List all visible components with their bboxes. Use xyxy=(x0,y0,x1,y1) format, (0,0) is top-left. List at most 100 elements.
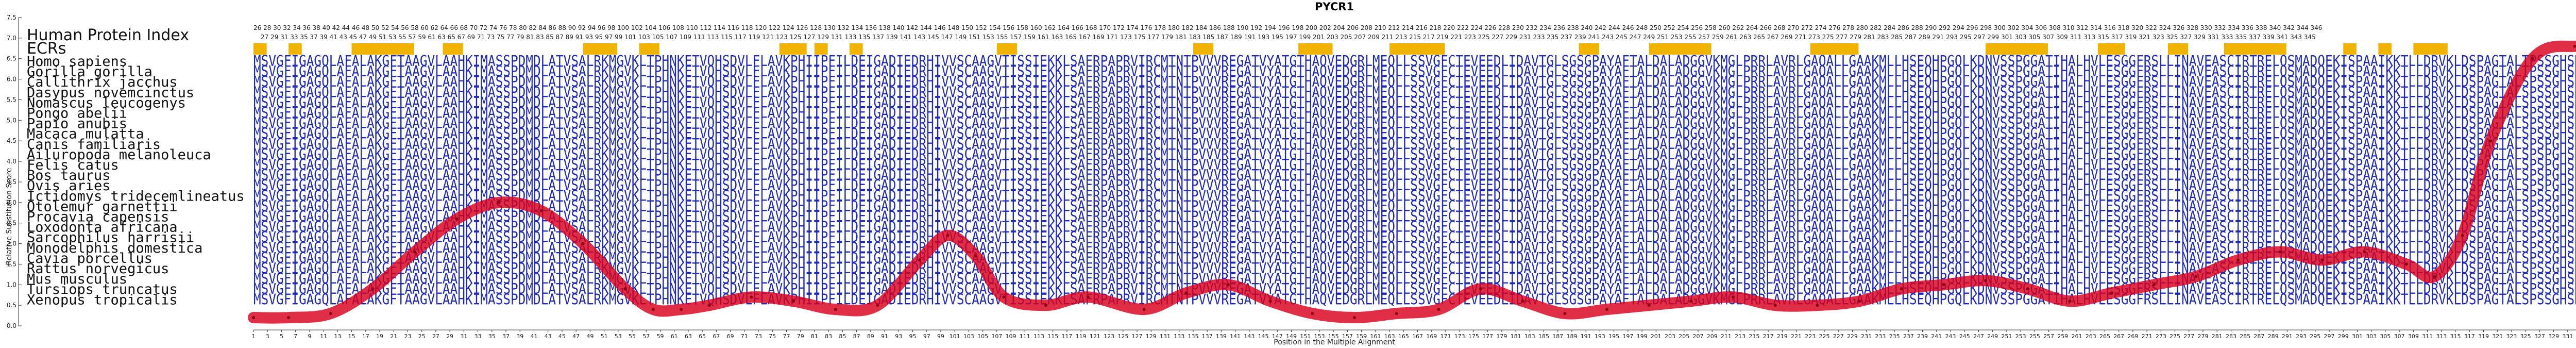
score-point xyxy=(497,201,501,204)
x-tick-label: 95 xyxy=(909,333,916,340)
x-tick-label: 239 xyxy=(1917,333,1928,340)
score-point xyxy=(2320,258,2324,262)
species-label: Procavia capensis xyxy=(27,209,169,225)
x-tick-label: 291 xyxy=(2282,333,2293,340)
score-point xyxy=(1521,300,1524,303)
x-tick-label: 33 xyxy=(474,333,482,340)
score-point xyxy=(2363,250,2366,254)
x-tick-label: 193 xyxy=(1595,333,1605,340)
score-point xyxy=(876,304,879,307)
score-point xyxy=(707,304,711,307)
x-tick-label: 183 xyxy=(1524,333,1535,340)
y-axis: 0.0 0.5 1.0 1.5 2.0 2.5 3.0 3.5 4.0 4.5 5.0 5.5 6.0 6… xyxy=(7,14,22,329)
x-tick-label: 297 xyxy=(2324,333,2335,340)
x-tick-label: 71 xyxy=(741,333,748,340)
score-point xyxy=(1605,308,1609,311)
ecr-block xyxy=(814,43,828,55)
x-tick-label: 187 xyxy=(1552,333,1563,340)
species-label: Macaca mulatta xyxy=(27,126,144,142)
x-tick-label: 219 xyxy=(1777,333,1788,340)
ecr-block xyxy=(1193,43,1214,55)
x-tick-label: 35 xyxy=(488,333,496,340)
score-point xyxy=(1184,291,1188,295)
x-tick-label: 79 xyxy=(797,333,804,340)
score-point xyxy=(455,217,459,221)
x-tick-label: 49 xyxy=(586,333,594,340)
x-tick-label: 245 xyxy=(1959,333,1970,340)
x-tick-label: 133 xyxy=(1174,333,1184,340)
x-tick-label: 167 xyxy=(1412,333,1423,340)
x-tick-label: 75 xyxy=(769,333,776,340)
x-tick-label: 9 xyxy=(308,333,311,340)
ecr-block xyxy=(849,43,863,55)
score-point xyxy=(1268,300,1272,303)
x-tick-label: 271 xyxy=(2142,333,2153,340)
chart-title: PYCR1 xyxy=(1315,1,1354,13)
x-tick-label: 249 xyxy=(1987,333,1998,340)
score-point xyxy=(834,308,837,311)
sequence-row: MSVGFIGAGQLAFALAKGFTAAGVLAAHKIMASSPDMDLA… xyxy=(253,167,2576,184)
y-tick-label: 3.5 xyxy=(7,178,16,186)
x-tick-label: 251 xyxy=(2001,333,2012,340)
y-tick-label: 0.5 xyxy=(7,302,16,309)
y-axis-label: Relative Substitution Score xyxy=(5,168,13,265)
species-label: Canis familiaris xyxy=(27,137,161,153)
x-tick-label: 13 xyxy=(334,333,341,340)
x-tick-label: 141 xyxy=(1230,333,1241,340)
ecr-block xyxy=(289,43,302,55)
score-point xyxy=(1227,283,1230,287)
score-point xyxy=(1002,295,1006,299)
x-tick-label: 211 xyxy=(1721,333,1732,340)
x-tick-label: 255 xyxy=(2029,333,2040,340)
ecr-blocks xyxy=(253,43,2448,55)
x-tick-label: 45 xyxy=(558,333,566,340)
x-tick-label: 115 xyxy=(1047,333,1058,340)
x-tick-label: 51 xyxy=(601,333,608,340)
x-tick-label: 111 xyxy=(1020,333,1030,340)
x-tick-label: 303 xyxy=(2366,333,2377,340)
x-tick-label: 205 xyxy=(1679,333,1689,340)
x-tick-label: 107 xyxy=(991,333,1002,340)
species-label: Cavia porcellus xyxy=(27,251,152,267)
x-tick-label: 61 xyxy=(671,333,678,340)
x-tick-label: 299 xyxy=(2338,333,2349,340)
score-point xyxy=(680,308,683,311)
x-tick-label: 53 xyxy=(615,333,622,340)
x-tick-label: 263 xyxy=(2086,333,2096,340)
protein-index-top: 26 28 30 32 34 36 38 40 42 44 46 48 50 5… xyxy=(253,24,2322,31)
y-tick-label: 6.5 xyxy=(7,55,16,62)
x-tick-label: 317 xyxy=(2464,333,2475,340)
x-axis: 1 3 5 7 9 11 13 15 17 19 21 23 25 27 29 31 33 35 37 39 41 43 4… xyxy=(252,329,2576,340)
x-tick-label: 31 xyxy=(460,333,467,340)
species-label: Ailuropoda melanoleuca xyxy=(27,147,211,163)
x-tick-label: 195 xyxy=(1608,333,1619,340)
x-tick-label: 177 xyxy=(1482,333,1493,340)
ecr-block xyxy=(639,43,659,55)
protein-index-bottom: 27 29 31 33 35 37 39 41 43 45 47 49 51 5… xyxy=(261,34,2316,41)
x-tick-label: 241 xyxy=(1931,333,1942,340)
x-tick-label: 237 xyxy=(1903,333,1914,340)
ecr-block xyxy=(583,43,618,55)
score-point xyxy=(2152,283,2156,287)
ecr-block xyxy=(2224,43,2286,55)
x-tick-label: 69 xyxy=(727,333,734,340)
score-point xyxy=(651,308,655,311)
y-tick-label: 4.5 xyxy=(7,137,16,144)
x-tick-label: 129 xyxy=(1146,333,1157,340)
x-tick-label: 327 xyxy=(2534,333,2545,340)
x-tick-label: 227 xyxy=(1833,333,1844,340)
y-tick-label: 6.0 xyxy=(7,76,16,83)
x-tick-label: 229 xyxy=(1847,333,1858,340)
x-tick-label: 321 xyxy=(2492,333,2503,340)
x-tick-label: 197 xyxy=(1622,333,1633,340)
x-tick-label: 25 xyxy=(418,333,426,340)
x-tick-label: 295 xyxy=(2310,333,2320,340)
score-point xyxy=(1142,308,1146,311)
ecr-block xyxy=(1649,43,1711,55)
score-point xyxy=(2531,57,2534,60)
x-tick-label: 113 xyxy=(1033,333,1044,340)
sequence-row: MSVGFIGAGQLAFALAKGFTAAGVLAAHKIMASSPDMDLA… xyxy=(253,146,2576,163)
x-tick-label: 55 xyxy=(629,333,636,340)
species-label: Felis catus xyxy=(27,157,119,173)
x-tick-label: 281 xyxy=(2212,333,2223,340)
